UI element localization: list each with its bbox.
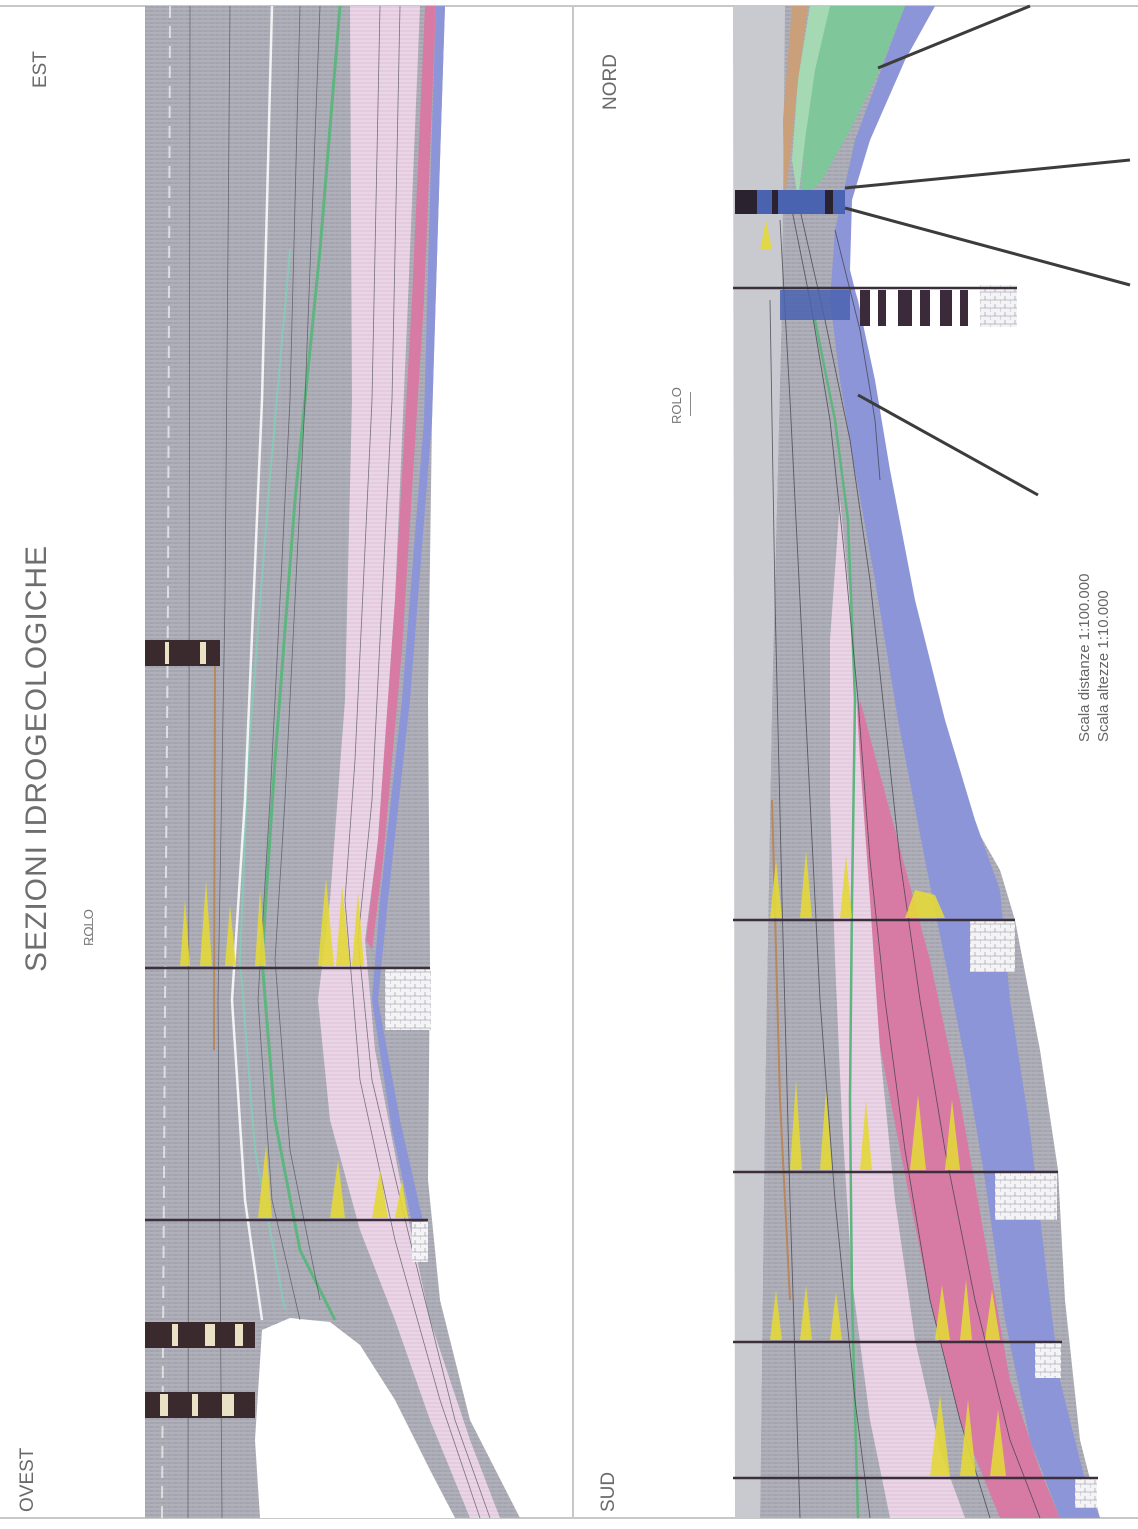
s2-fault-line-2 <box>844 158 1131 190</box>
s1-grey-formation <box>145 6 520 1518</box>
s2-basement-block-2 <box>995 1172 1057 1220</box>
section1-rolo-label: ROLO <box>81 909 96 946</box>
section2-rolo-scalebar <box>690 392 691 416</box>
s2-log-strip-2-marks <box>860 290 968 326</box>
s2-fault-line-3 <box>844 206 1131 287</box>
s2-basement-block-1 <box>970 920 1015 972</box>
s2-basement-block-3 <box>1035 1342 1061 1378</box>
s1-magenta-layer <box>366 6 436 950</box>
s1-basement-block-1 <box>385 968 431 1030</box>
s2-wells <box>733 286 1098 1480</box>
s2-blue-layer <box>830 6 1100 1518</box>
s2-log-core-1 <box>980 285 1017 327</box>
scale-distances: Scala distanze 1:100.000 <box>1076 573 1093 742</box>
section2-left-label: SUD <box>598 1471 619 1512</box>
section2-rolo-label: ROLO <box>669 387 684 424</box>
s2-tan-layer <box>783 6 808 200</box>
s1-basement-block-2 <box>412 1222 428 1262</box>
s2-yellow-logs <box>760 220 1006 1476</box>
s1-yellow-log-1 <box>180 878 364 966</box>
s1-pink-layer <box>318 6 500 1518</box>
s2-green-layer-2 <box>792 6 830 200</box>
s2-fault-lines <box>844 4 1131 497</box>
s2-fault-line-1 <box>877 4 1031 70</box>
section-sud-nord <box>733 4 1131 1519</box>
s1-log-strip-1 <box>145 640 220 666</box>
section1-left-label: OVEST <box>17 1447 38 1512</box>
s2-fault-line-4 <box>857 393 1039 497</box>
s2-magenta-layer <box>850 700 1060 1518</box>
s2-green-line <box>813 319 860 1519</box>
page-title: SEZIONI IDROGEOLOGICHE <box>20 544 53 972</box>
s2-green-layer <box>800 6 905 200</box>
s1-blank-area <box>255 1318 455 1518</box>
s2-basement-block-4 <box>1075 1478 1097 1508</box>
s1-green-line-2 <box>238 249 291 1311</box>
s1-yellow-log-2 <box>258 1145 408 1218</box>
scale-legend: Scala distanze 1:100.000 Scala altezze 1… <box>1075 574 1113 742</box>
s1-layer-boundaries <box>187 5 491 1519</box>
s2-log-strip-1-marks <box>735 190 833 214</box>
s2-pink-layer <box>830 500 965 1518</box>
section1-rolo-scalebar <box>92 918 93 942</box>
section-ovest-est <box>145 5 520 1519</box>
s2-log-strip-2 <box>780 290 850 320</box>
s1-blue-layer <box>372 6 445 1250</box>
s1-log-strip-marks <box>160 642 243 1416</box>
scale-heights: Scala altezze 1:10.000 <box>1095 590 1112 742</box>
section2-right-label: NORD <box>600 54 621 110</box>
s1-green-line <box>260 5 342 1321</box>
section1-right-label: EST <box>30 51 51 88</box>
s2-surface-band <box>733 6 790 1518</box>
s1-tan-line <box>213 649 216 1051</box>
